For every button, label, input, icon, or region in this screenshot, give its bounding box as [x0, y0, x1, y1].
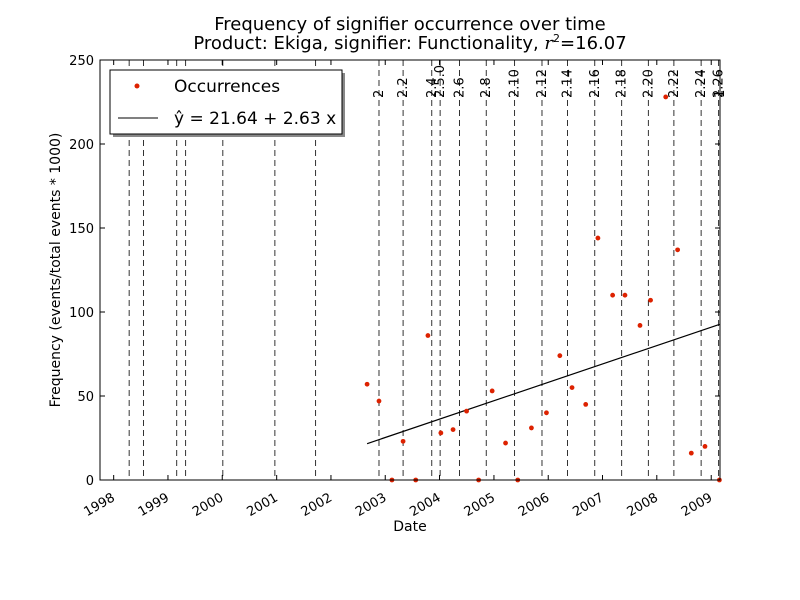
x-tick-label: 2001: [245, 490, 281, 520]
data-point: [610, 292, 616, 298]
data-point: [663, 94, 669, 100]
chart-title: Frequency of signifier occurrence over t…: [214, 14, 606, 35]
release-label: 2.14: [560, 69, 575, 98]
data-point: [400, 438, 406, 444]
release-label: 2.16: [588, 69, 603, 98]
y-tick-label: 50: [77, 390, 94, 405]
data-point: [364, 381, 370, 387]
legend: Occurrences ŷ = 21.64 + 2.63 x: [109, 69, 345, 137]
release-label: 2.18: [615, 69, 630, 98]
legend-marker-occurrences: [134, 83, 140, 89]
x-tick-label: 2009: [679, 490, 715, 520]
legend-label-fit: ŷ = 21.64 + 2.63 x: [174, 109, 336, 129]
y-tick-label: 250: [69, 54, 94, 69]
release-label: 2.5.0: [433, 65, 448, 98]
x-tick-label: 2004: [407, 490, 443, 520]
data-point: [622, 292, 628, 298]
y-tick-label: 150: [69, 222, 94, 237]
data-point: [648, 297, 653, 303]
data-point: [544, 410, 549, 416]
data-point: [489, 388, 495, 394]
x-tick-label: 2003: [353, 490, 389, 520]
x-tick-label: 1999: [136, 490, 172, 520]
data-point: [595, 235, 601, 241]
y-tick-label: 0: [86, 474, 94, 489]
data-point: [675, 247, 681, 253]
release-label: 2: [372, 90, 387, 98]
release-label: 2.24: [694, 69, 709, 98]
release-label: 2.10: [508, 69, 523, 98]
data-point: [503, 440, 508, 446]
data-point: [438, 430, 444, 436]
trend-line: [366, 323, 720, 445]
release-label: 2.26: [712, 69, 727, 98]
legend-box: [109, 69, 343, 135]
x-tick-label: 2008: [625, 490, 661, 520]
data-point: [464, 408, 469, 414]
data-point: [450, 427, 456, 432]
data-point: [569, 385, 575, 390]
x-tick-label: 2006: [516, 490, 552, 520]
y-axis-label: Frequency (events/total events * 1000): [48, 133, 64, 408]
points-layer: [364, 94, 722, 483]
data-point: [557, 353, 563, 359]
legend-label-occurrences: Occurrences: [174, 77, 280, 97]
release-label: 2.6: [453, 77, 468, 98]
release-label: 2.4: [425, 77, 440, 98]
release-label: 2.22: [667, 69, 682, 98]
data-point: [529, 425, 534, 431]
x-tick-label: 2000: [190, 490, 226, 520]
data-point: [702, 444, 708, 449]
trend-layer: [366, 323, 720, 445]
plot-frame: [99, 59, 721, 481]
x-tick-label: 1998: [82, 490, 118, 520]
x-axis-label: Date: [393, 519, 426, 535]
release-label: 2.20: [641, 69, 656, 98]
release-label: 2.8: [479, 77, 494, 98]
data-point: [688, 450, 694, 456]
data-point: [425, 333, 431, 338]
x-tick-label: 2002: [299, 490, 335, 520]
release-label: 2.2: [396, 77, 411, 98]
data-point: [583, 402, 589, 407]
x-tick-label: 2007: [570, 490, 606, 520]
release-label: 2.12: [535, 69, 550, 98]
y-tick-label: 100: [69, 306, 94, 321]
x-tick-label: 2005: [462, 490, 498, 520]
data-point: [637, 323, 643, 328]
chart-subtitle: Product: Ekiga, signifier: Functionality…: [193, 32, 626, 54]
data-point: [376, 398, 382, 404]
y-tick-label: 200: [69, 138, 94, 153]
